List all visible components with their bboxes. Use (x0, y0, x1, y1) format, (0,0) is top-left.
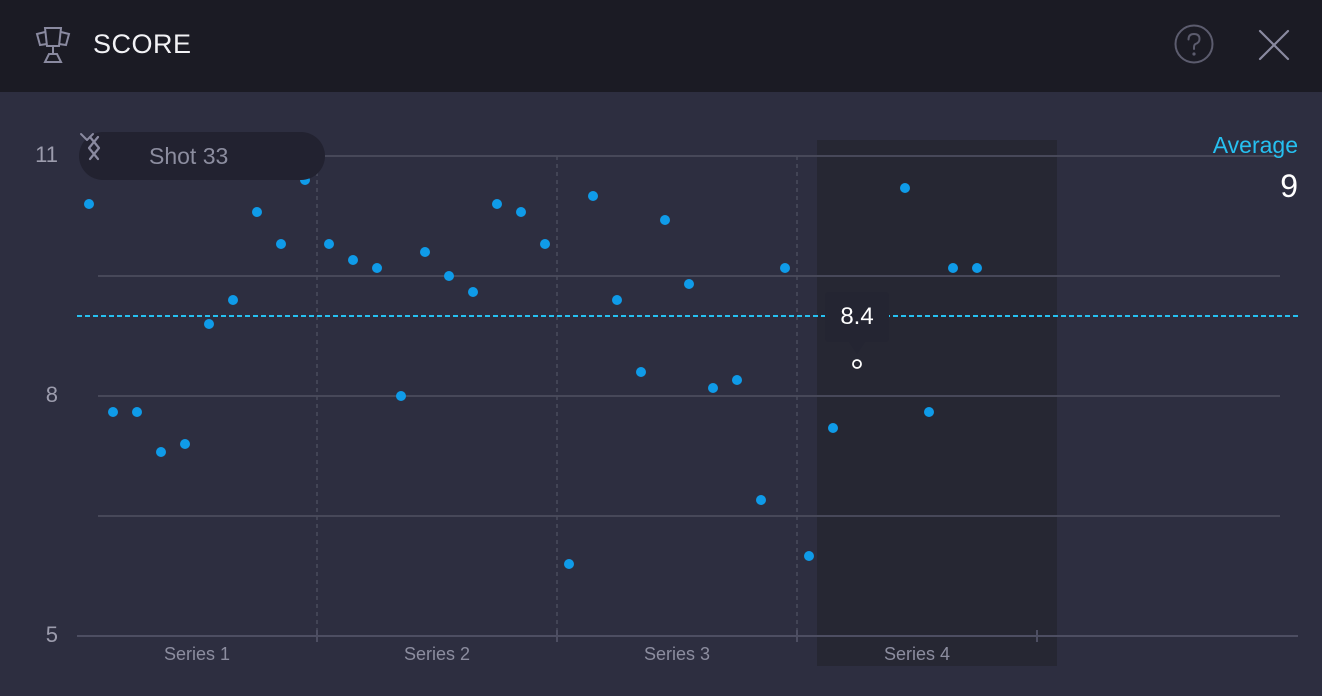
shot-point (756, 495, 766, 505)
scatter-plot (77, 140, 1298, 666)
trophy-icon (35, 27, 71, 63)
x-label-series-1: Series 1 (163, 644, 231, 664)
chevron-down-icon[interactable] (79, 132, 95, 142)
shot-point (660, 215, 670, 225)
shot-point (636, 367, 646, 377)
selected-shot-point (852, 359, 862, 369)
shot-point (588, 191, 598, 201)
page-title: SCORE (93, 29, 192, 59)
shot-point (492, 199, 502, 209)
shot-point (324, 239, 334, 249)
shot-point (468, 287, 478, 297)
shot-point (396, 391, 406, 401)
shot-navigator: Shot 33 (79, 132, 325, 180)
shot-point (900, 183, 910, 193)
highlighted-series-band (817, 140, 1057, 666)
x-label-series-3: Series 3 (643, 644, 711, 664)
shot-point (252, 207, 262, 217)
average-label: Average (1212, 132, 1298, 158)
shot-point (108, 407, 118, 417)
shot-point (180, 439, 190, 449)
help-circle-icon[interactable] (1174, 24, 1214, 64)
shot-point (828, 423, 838, 433)
x-label-series-2: Series 2 (403, 644, 471, 664)
shot-point (540, 239, 550, 249)
y-tick-11: 11 (35, 142, 58, 167)
header-bar: SCORE (0, 0, 1322, 92)
average-value: 9 (1280, 168, 1298, 204)
shot-point (972, 263, 982, 273)
chevron-right-icon[interactable] (79, 132, 109, 164)
shot-point (444, 271, 454, 281)
shot-point (948, 263, 958, 273)
shot-point (420, 247, 430, 257)
shot-point (708, 383, 718, 393)
shot-point (612, 295, 622, 305)
shot-point (684, 279, 694, 289)
shot-point (348, 255, 358, 265)
shot-point (228, 295, 238, 305)
score-chart: 11 8 5 Series 1 Series 2 Series 3 Series… (0, 92, 1322, 696)
shot-point (276, 239, 286, 249)
shot-point (84, 199, 94, 209)
tooltip-pointer (849, 342, 865, 354)
shot-point (804, 551, 814, 561)
shot-point (564, 559, 574, 569)
shot-point (516, 207, 526, 217)
y-tick-5: 5 (45, 622, 58, 647)
shot-point (924, 407, 934, 417)
shot-select[interactable]: Shot 33 (149, 143, 229, 169)
shot-point (732, 375, 742, 385)
y-tick-8: 8 (45, 382, 58, 407)
shot-value-tooltip: 8.4 (825, 292, 889, 342)
x-label-series-4[interactable]: Series 4 (883, 644, 951, 664)
shot-point (780, 263, 790, 273)
shot-point (132, 407, 142, 417)
close-icon[interactable] (1256, 27, 1292, 63)
shot-point (156, 447, 166, 457)
chevron-left-icon[interactable] (79, 132, 109, 164)
shot-point (204, 319, 214, 329)
shot-point (372, 263, 382, 273)
